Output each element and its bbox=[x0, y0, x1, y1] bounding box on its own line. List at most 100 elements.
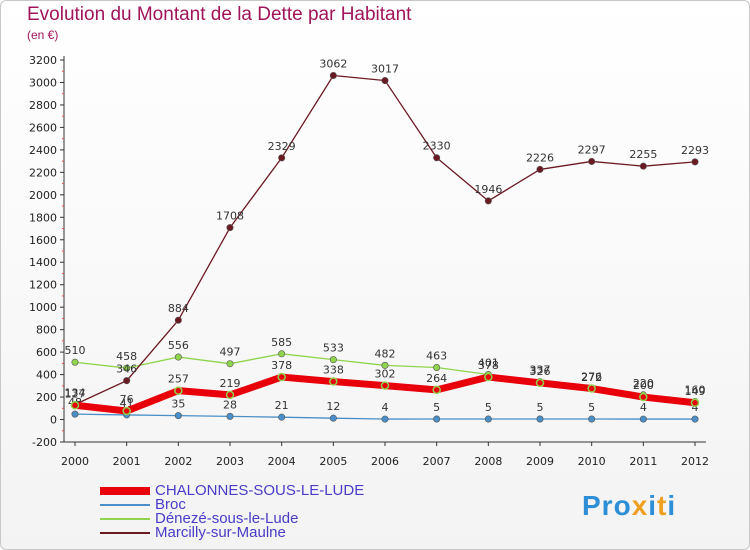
data-point bbox=[381, 361, 389, 369]
x-tick-label: 2002 bbox=[164, 455, 192, 468]
x-tick-label: 2010 bbox=[578, 455, 606, 468]
data-point bbox=[174, 316, 182, 324]
data-point bbox=[587, 384, 596, 393]
data-label: 220 bbox=[633, 377, 654, 390]
data-label: 326 bbox=[530, 365, 551, 378]
y-tick-label: 2000 bbox=[29, 189, 57, 202]
data-point bbox=[225, 390, 235, 400]
y-tick-label: 1600 bbox=[29, 234, 57, 247]
data-label: 458 bbox=[116, 350, 137, 363]
proxiti-logo: Proxiti bbox=[582, 490, 677, 521]
y-tick-label: 200 bbox=[36, 391, 57, 404]
data-label: 510 bbox=[65, 344, 86, 357]
x-tick-label: 2011 bbox=[629, 455, 657, 468]
x-tick-label: 2005 bbox=[319, 455, 347, 468]
legend-item: Dénezé-sous-le-Lude bbox=[100, 510, 364, 527]
legend: CHALONNES-SOUS-LE-LUDE Broc Dénezé-sous-le… bbox=[100, 482, 365, 541]
data-label: 378 bbox=[271, 359, 292, 372]
data-point bbox=[226, 360, 234, 368]
data-label: 76 bbox=[120, 393, 134, 406]
x-tick-label: 2009 bbox=[526, 455, 554, 468]
x-tick-label: 2000 bbox=[61, 455, 89, 468]
data-label: 200 bbox=[633, 379, 654, 392]
data-label: 149 bbox=[685, 385, 706, 398]
y-tick-label: 1000 bbox=[29, 301, 57, 314]
data-point bbox=[484, 372, 493, 382]
legend-label: CHALONNES-SOUS-LE-LUDE bbox=[155, 482, 365, 499]
data-label: 21 bbox=[275, 399, 289, 412]
data-label: 2226 bbox=[526, 151, 554, 164]
data-point bbox=[433, 154, 441, 162]
x-tick-label: 2001 bbox=[113, 455, 141, 468]
data-point bbox=[432, 385, 441, 395]
legend-item: Broc bbox=[100, 496, 364, 513]
y-tick-label: -200 bbox=[32, 436, 57, 449]
x-tick-label: 2012 bbox=[681, 455, 709, 468]
chart-subtitle: (en €) bbox=[27, 28, 59, 42]
data-point bbox=[691, 415, 699, 423]
legend-swatch bbox=[100, 504, 150, 506]
data-label: 28 bbox=[223, 398, 237, 411]
y-tick-label: 800 bbox=[36, 324, 57, 337]
data-label: 5 bbox=[485, 401, 492, 414]
data-label: 3062 bbox=[319, 58, 347, 71]
y-tick-label: 600 bbox=[36, 346, 57, 359]
y-tick-label: 400 bbox=[36, 369, 57, 382]
data-label: 346 bbox=[116, 363, 137, 376]
data-label: 378 bbox=[478, 359, 499, 372]
legend-swatch bbox=[100, 487, 150, 495]
y-tick-label: 3000 bbox=[29, 76, 57, 89]
y-tick-label: 0 bbox=[50, 414, 57, 427]
y-tick-label: 1400 bbox=[29, 256, 57, 269]
data-label: 3017 bbox=[371, 63, 399, 76]
legend-label: Dénezé-sous-le-Lude bbox=[155, 510, 299, 527]
legend-item: CHALONNES-SOUS-LE-LUDE bbox=[100, 482, 365, 499]
data-label: 482 bbox=[375, 347, 396, 360]
data-point bbox=[433, 415, 441, 423]
data-label: 5 bbox=[588, 401, 595, 414]
data-label: 585 bbox=[271, 336, 292, 349]
data-point bbox=[329, 72, 337, 80]
data-label: 4 bbox=[640, 401, 647, 414]
data-label: 302 bbox=[375, 368, 396, 381]
data-point bbox=[329, 356, 337, 364]
data-label: 264 bbox=[426, 372, 447, 385]
data-label: 337 bbox=[530, 364, 551, 377]
data-label: 2293 bbox=[681, 144, 709, 157]
y-tick-label: 1200 bbox=[29, 279, 57, 292]
data-label: 134 bbox=[65, 386, 86, 399]
data-label: 2330 bbox=[423, 140, 451, 153]
data-point bbox=[381, 415, 389, 423]
data-label: 338 bbox=[323, 364, 344, 377]
legend-label: Marcilly-sur-Maulne bbox=[155, 524, 286, 541]
legend-swatch bbox=[100, 518, 150, 520]
data-label: 4 bbox=[692, 401, 699, 414]
data-label: 2255 bbox=[629, 148, 657, 161]
data-point bbox=[588, 157, 596, 165]
y-tick-label: 2200 bbox=[29, 166, 57, 179]
data-label: 4 bbox=[382, 401, 389, 414]
legend-swatch bbox=[100, 532, 150, 534]
data-label: 35 bbox=[171, 398, 185, 411]
data-point bbox=[484, 197, 492, 205]
data-point bbox=[639, 392, 648, 402]
data-label: 884 bbox=[168, 302, 189, 315]
data-point bbox=[329, 414, 337, 422]
data-label: 556 bbox=[168, 339, 189, 352]
data-point bbox=[639, 162, 647, 170]
data-point bbox=[691, 158, 699, 166]
data-point bbox=[226, 224, 234, 232]
y-tick-label: 2600 bbox=[29, 121, 57, 134]
data-point bbox=[535, 378, 545, 388]
data-point bbox=[484, 415, 492, 423]
data-point bbox=[690, 398, 700, 408]
y-tick-label: 2800 bbox=[29, 99, 57, 112]
data-label: 1946 bbox=[474, 183, 502, 196]
data-label: 219 bbox=[220, 377, 241, 390]
legend-label: Broc bbox=[155, 496, 186, 513]
data-point bbox=[226, 412, 234, 420]
data-label: 276 bbox=[581, 371, 602, 384]
data-point bbox=[536, 165, 544, 173]
data-label: 1708 bbox=[216, 210, 244, 223]
